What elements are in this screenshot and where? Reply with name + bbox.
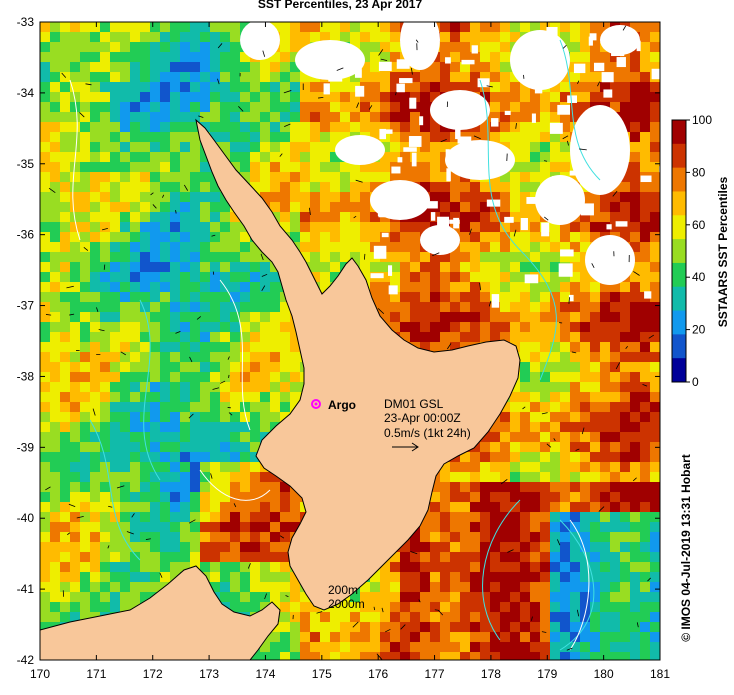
x-tick-label: 170 bbox=[30, 667, 50, 681]
colorbar-swatch bbox=[672, 239, 686, 264]
plot-area: Argo DM01 GSL 23-Apr 00:00Z 0.5m/s (1kt … bbox=[40, 22, 660, 660]
sst-percentile-field bbox=[40, 22, 660, 660]
y-tick-label: -33 bbox=[17, 15, 35, 29]
x-tick-label: 176 bbox=[368, 667, 388, 681]
colorbar-swatch bbox=[672, 167, 686, 192]
colorbar-swatch bbox=[672, 262, 686, 288]
isobath-2000m-label: 2000m bbox=[328, 597, 365, 611]
colorbar-tick-label: 80 bbox=[692, 165, 706, 179]
y-tick-label: -41 bbox=[17, 582, 35, 596]
x-tick-label: 172 bbox=[143, 667, 163, 681]
colorbar: 100 80 60 40 20 0 SSTAARS SST Percentiles bbox=[671, 113, 730, 389]
x-axis-longitude: 170 171 172 173 174 175 176 177 178 179 180 181 bbox=[30, 22, 670, 681]
x-tick-label: 179 bbox=[537, 667, 557, 681]
colorbar-swatch bbox=[672, 286, 686, 312]
y-tick-label: -36 bbox=[17, 228, 35, 242]
x-tick-label: 178 bbox=[481, 667, 501, 681]
y-tick-label: -37 bbox=[17, 299, 35, 313]
colorbar-swatch bbox=[672, 334, 686, 359]
y-tick-label: -38 bbox=[17, 369, 35, 383]
credit-text: © IMOS 04-Jul-2019 13:31 Hobart bbox=[679, 454, 693, 642]
isobath-200m-label: 200m bbox=[328, 583, 358, 597]
colorbar-ticks: 100 80 60 40 20 0 bbox=[686, 113, 712, 389]
colorbar-label: SSTAARS SST Percentiles bbox=[716, 176, 730, 327]
argo-label: Argo bbox=[328, 398, 356, 412]
map-title: SST Percentiles, 23 Apr 2017 bbox=[258, 0, 423, 11]
colorbar-tick-label: 40 bbox=[692, 270, 706, 284]
colorbar-tick-label: 100 bbox=[692, 113, 712, 127]
x-tick-label: 173 bbox=[199, 667, 219, 681]
colorbar-swatch bbox=[672, 191, 686, 216]
x-tick-label: 180 bbox=[594, 667, 614, 681]
colorbar-swatch bbox=[672, 143, 686, 169]
land-north-island bbox=[195, 118, 521, 611]
y-tick-label: -42 bbox=[17, 653, 35, 667]
velocity-date-label: 23-Apr 00:00Z bbox=[384, 411, 461, 425]
velocity-scale-label: 0.5m/s (1kt 24h) bbox=[384, 426, 471, 440]
colorbar-tick-label: 20 bbox=[692, 323, 706, 337]
plot-frame bbox=[39, 21, 661, 661]
colorbar-swatch bbox=[672, 358, 686, 383]
y-tick-label: -39 bbox=[17, 440, 35, 454]
contour-lines bbox=[45, 25, 655, 660]
x-tick-label: 171 bbox=[86, 667, 106, 681]
y-tick-label: -35 bbox=[17, 157, 35, 171]
colorbar-tick-label: 0 bbox=[692, 375, 699, 389]
cloud-masked-areas bbox=[240, 22, 660, 308]
x-tick-label: 174 bbox=[255, 667, 275, 681]
x-tick-label: 181 bbox=[650, 667, 670, 681]
y-tick-label: -34 bbox=[17, 86, 35, 100]
x-tick-label: 177 bbox=[425, 667, 445, 681]
land-south-island bbox=[40, 565, 281, 660]
velocity-product-label: DM01 GSL bbox=[384, 397, 444, 411]
colorbar-frame bbox=[671, 119, 687, 383]
velocity-scale-arrow bbox=[392, 442, 419, 452]
argo-float-marker bbox=[311, 399, 321, 409]
colorbar-swatch bbox=[672, 120, 686, 145]
colorbar-tick-label: 60 bbox=[692, 218, 706, 232]
colorbar-swatch bbox=[672, 215, 686, 240]
y-tick-label: -40 bbox=[17, 511, 35, 525]
colorbar-swatches bbox=[672, 120, 686, 383]
x-tick-label: 175 bbox=[312, 667, 332, 681]
y-axis-latitude: -33 -34 -35 -36 -37 -38 -39 -40 -41 -42 bbox=[17, 15, 660, 667]
colorbar-swatch bbox=[672, 310, 686, 335]
